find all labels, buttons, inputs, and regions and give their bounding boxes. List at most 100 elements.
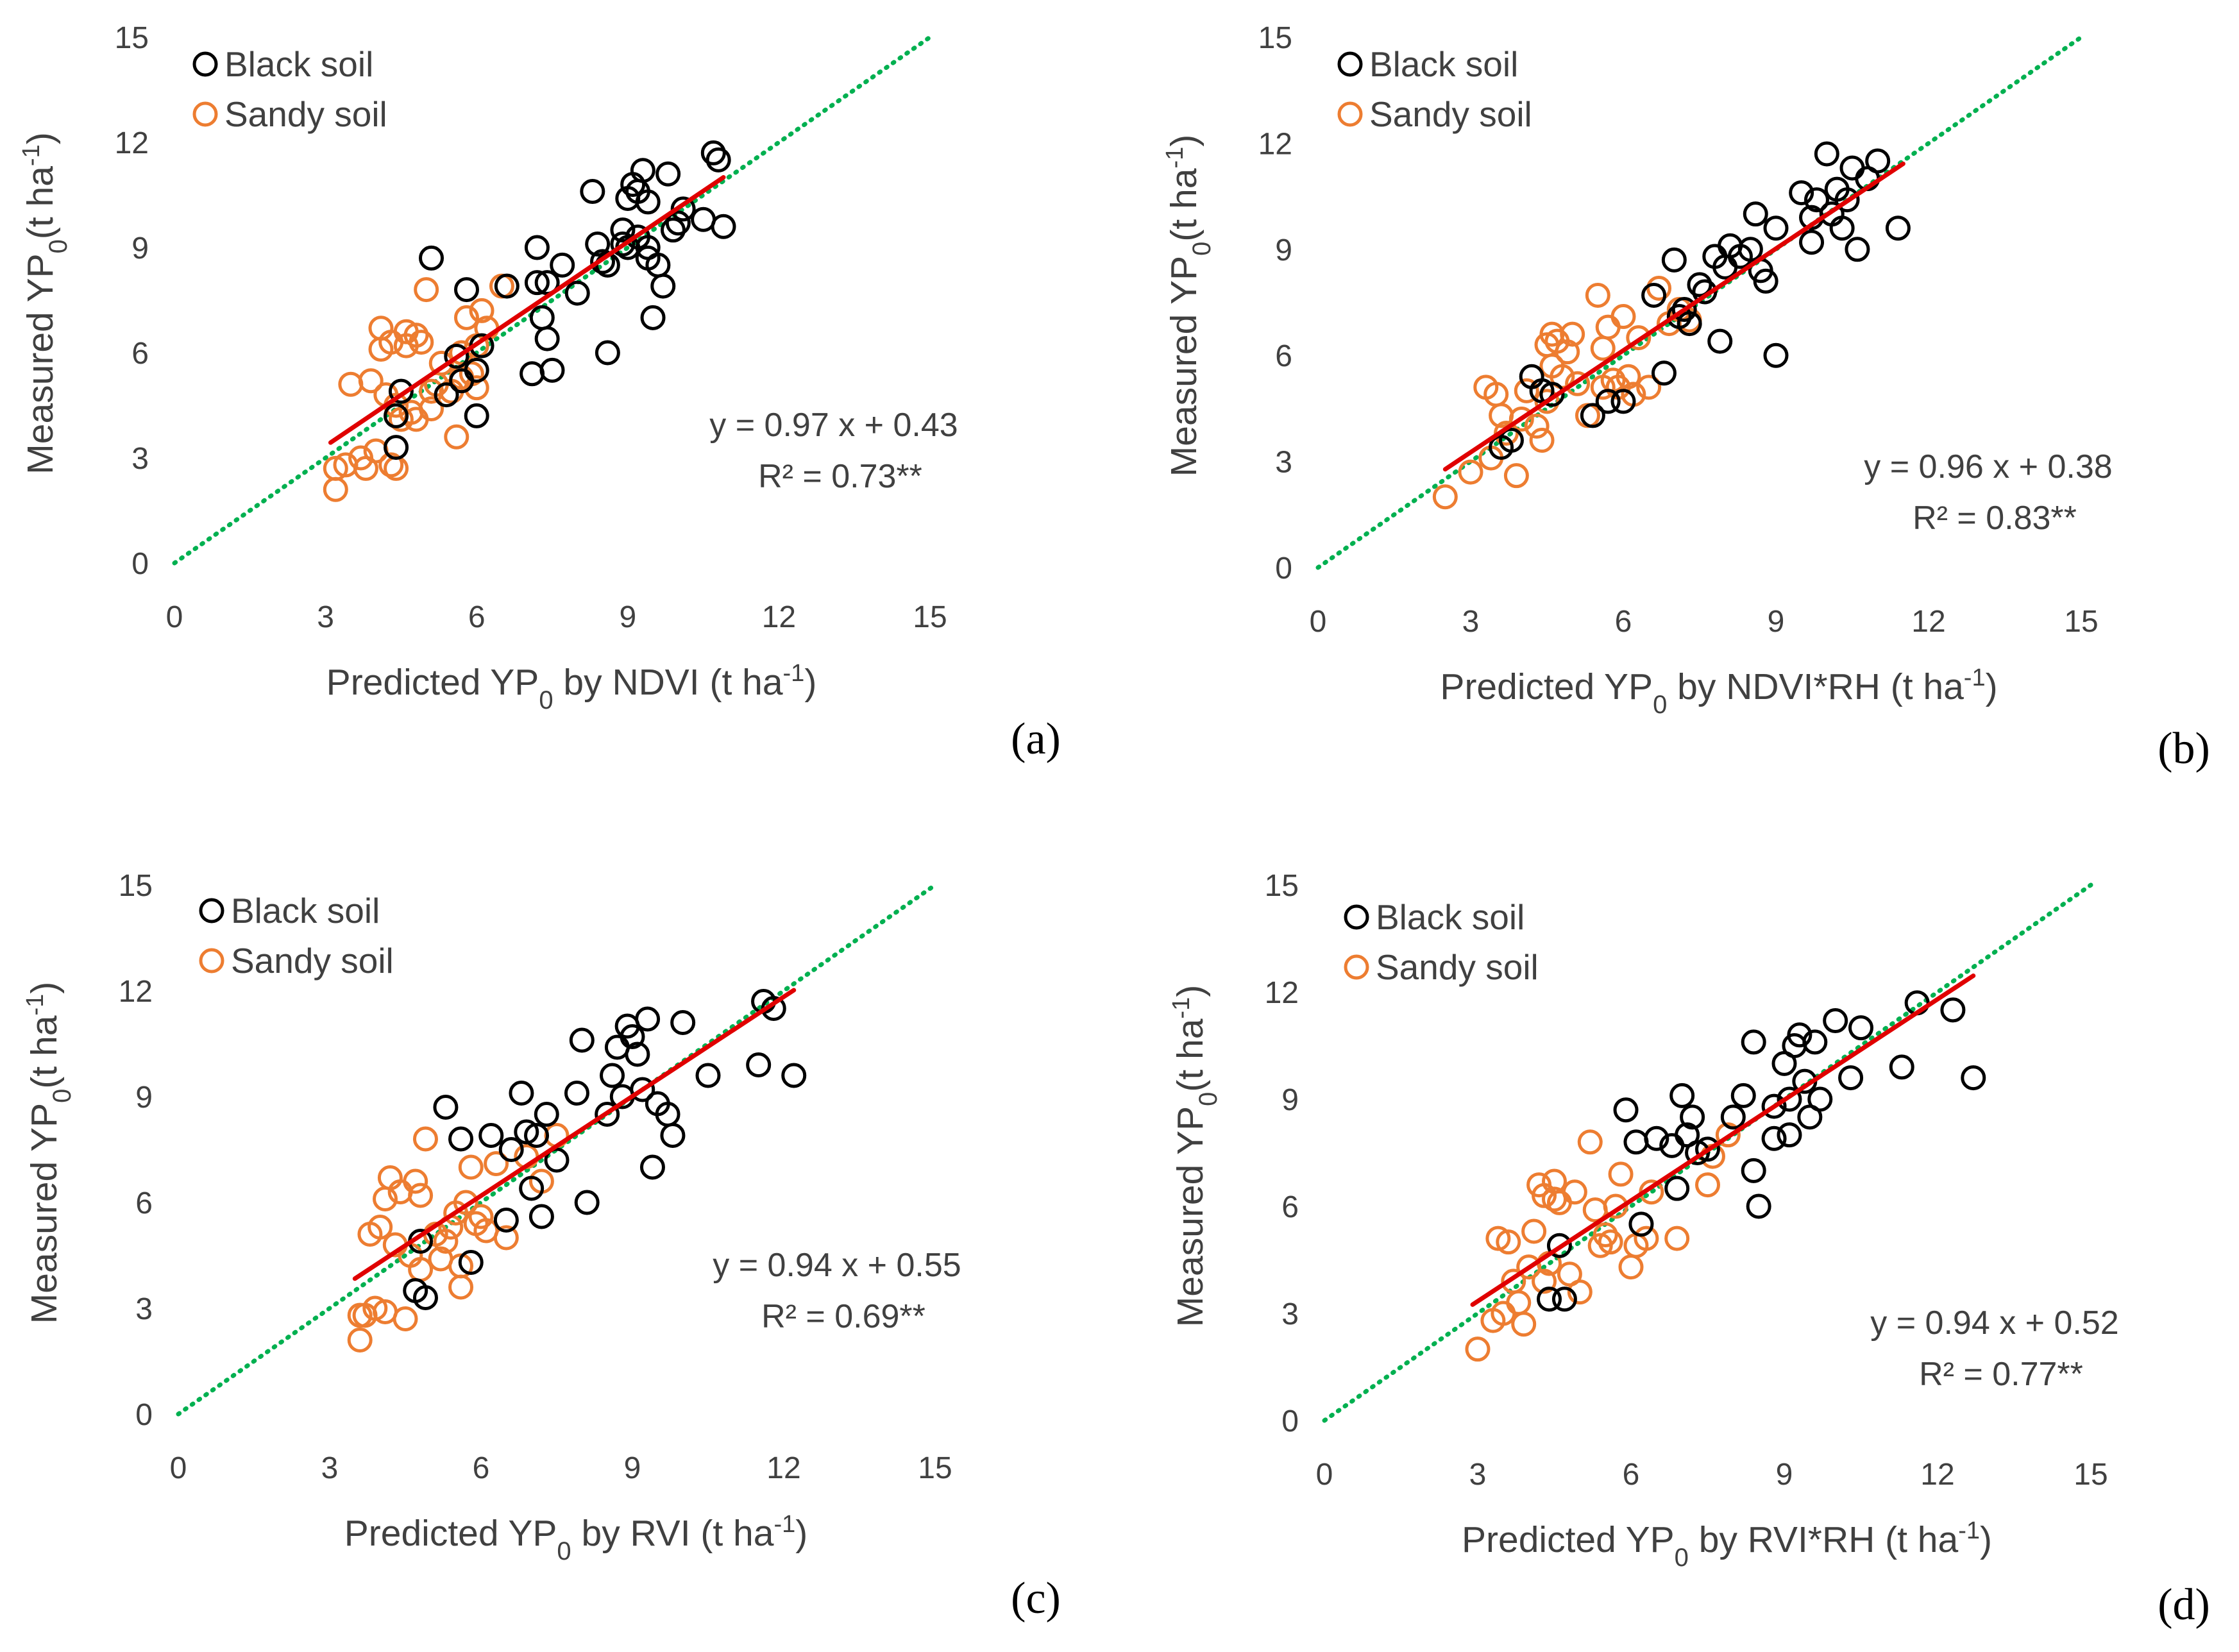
sandy-soil-point <box>378 452 404 478</box>
x-axis-label-part: -1 <box>1964 664 1986 691</box>
black-soil-point <box>1777 1122 1802 1148</box>
sandy-soil-point <box>1715 1122 1741 1148</box>
black-soil-point <box>1743 201 1768 227</box>
x-axis-label-part: ) <box>1986 666 1998 707</box>
black-soil-point <box>1613 1097 1639 1123</box>
legend-black-soil-label: Black soil <box>1369 44 1518 84</box>
x-axis-label-part: -1 <box>773 1511 795 1538</box>
black-soil-point <box>1804 187 1829 213</box>
black-soil-point <box>1730 1083 1756 1108</box>
x-axis-label: Predicted YP0 by RVI (t ha-1) <box>344 1511 807 1565</box>
black-soil-point <box>585 232 611 257</box>
sandy-soil-point <box>1616 364 1641 389</box>
sandy-soil-point <box>347 1328 373 1353</box>
black-soil-point <box>464 403 489 428</box>
sandy-soil-point <box>1503 463 1529 489</box>
black-soil-point <box>1651 360 1677 386</box>
black-soil-point <box>1865 148 1891 174</box>
sandy-soil-point <box>1485 1226 1511 1251</box>
black-soil-point <box>1664 1176 1690 1201</box>
sandy-soil-point <box>1539 353 1565 379</box>
x-axis-label-part: ) <box>1980 1519 1992 1560</box>
black-soil-point <box>1834 187 1860 213</box>
black-soil-point <box>1799 230 1825 255</box>
black-soil-point <box>625 1041 650 1067</box>
black-soil-point <box>1641 282 1667 308</box>
black-soil-point <box>520 361 545 387</box>
x-tick-label: 6 <box>473 1451 490 1485</box>
legend-sandy-soil-label: Sandy soil <box>224 94 387 134</box>
black-soil-point <box>630 158 655 183</box>
y-tick-label: 15 <box>1265 869 1299 903</box>
x-tick-label: 9 <box>619 600 636 634</box>
black-soil-point <box>524 1123 550 1148</box>
y-tick-label: 12 <box>119 975 153 1009</box>
panel-label: (d) <box>2158 1580 2210 1630</box>
legend-sandy-soil-marker <box>1337 101 1363 127</box>
black-soil-point <box>650 273 676 299</box>
black-soil-point <box>1807 1086 1833 1112</box>
sandy-soil-point <box>1458 459 1483 485</box>
x-tick-label: 6 <box>1615 605 1632 639</box>
sandy-soil-point <box>403 323 429 348</box>
sandy-soil-point <box>1432 484 1458 510</box>
x-tick-label: 6 <box>468 600 486 634</box>
black-soil-point <box>1848 1015 1873 1041</box>
y-axis-label-part: 0 <box>44 239 72 253</box>
sandy-soil-point <box>1585 282 1610 308</box>
sandy-soil-point <box>1521 1218 1547 1244</box>
sandy-soil-point <box>1496 1229 1521 1255</box>
legend: Black soil Sandy soil <box>1337 44 1532 134</box>
y-axis-label-part: -1 <box>1162 147 1188 169</box>
x-tick-label: 9 <box>1768 605 1785 639</box>
black-soil-point <box>1885 215 1911 241</box>
regression-line <box>352 988 797 1281</box>
black-soil-point <box>534 326 560 351</box>
black-soil-point <box>478 1123 504 1148</box>
x-tick-label: 15 <box>2064 605 2098 639</box>
r-squared: R² = 0.83** <box>1913 500 2077 537</box>
sandy-soil-point <box>393 1306 418 1331</box>
x-tick-label: 12 <box>1911 605 1945 639</box>
x-axis-label-part: 0 <box>1675 1544 1689 1572</box>
y-axis-label-part: ) <box>1163 135 1204 147</box>
sandy-soil-point <box>1636 375 1662 400</box>
legend-black-soil-label: Black soil <box>1376 897 1525 937</box>
black-soil-point <box>639 1154 665 1180</box>
sandy-soil-point <box>1465 1336 1491 1362</box>
regression-line <box>328 175 726 445</box>
sandy-soil-point <box>1562 1179 1587 1205</box>
x-axis-label-part: ) <box>795 1513 807 1554</box>
panel-label: (a) <box>1011 714 1061 764</box>
regression-equation: y = 0.94 x + 0.52 <box>1870 1304 2118 1342</box>
x-tick-label: 12 <box>1920 1458 1954 1492</box>
r-squared: R² = 0.69** <box>761 1298 925 1335</box>
y-tick-label: 9 <box>1275 233 1292 267</box>
sandy-soil-point <box>1506 1290 1532 1315</box>
sandy-soil-point <box>1695 1172 1720 1198</box>
sandy-soil-point <box>464 375 489 401</box>
y-tick-label: 3 <box>1281 1297 1299 1331</box>
black-soil-point <box>1644 1125 1669 1151</box>
sandy-soil-point <box>412 1126 438 1152</box>
regression-line <box>1442 161 1905 472</box>
black-soil-point <box>1838 1065 1864 1091</box>
black-soil-point <box>519 1176 545 1201</box>
sandy-soil-point <box>323 455 348 481</box>
sandy-soil-point <box>403 407 429 432</box>
black-soil-point <box>630 1077 655 1102</box>
black-soil-point <box>1551 1286 1577 1312</box>
black-soil-point <box>635 1006 661 1032</box>
x-tick-label: 9 <box>624 1451 641 1485</box>
black-soil-point <box>384 403 409 428</box>
black-soil-point <box>1787 1022 1812 1048</box>
y-axis-label: Measured YP0(t ha-1) <box>1162 135 1216 476</box>
black-soil-point <box>1720 1104 1746 1130</box>
black-soil-point <box>1529 378 1555 403</box>
y-axis-label-part: ) <box>20 132 61 144</box>
black-soil-point <box>590 249 616 274</box>
black-soil-point <box>1763 215 1789 241</box>
